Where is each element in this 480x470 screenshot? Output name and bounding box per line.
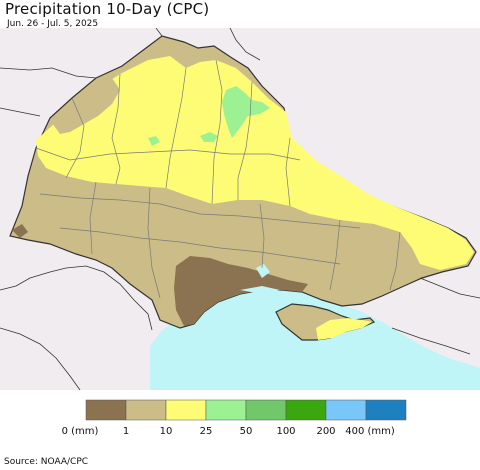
precip-0mm-zone <box>174 256 308 326</box>
precipitation-legend: 0 (mm) 1 10 25 50 100 200 400 (mm) <box>62 399 407 437</box>
legend-label: 200 <box>316 426 335 437</box>
neighbor-borders <box>0 28 480 390</box>
crimea-10mm-patch <box>316 318 372 340</box>
legend-swatch <box>125 399 167 421</box>
precipitation-map <box>0 28 480 390</box>
legend-label: 0 (mm) <box>62 426 99 437</box>
legend-label: 1 <box>123 426 129 437</box>
precip-25mm-patch-center <box>200 132 218 142</box>
legend-label: 400 (mm) <box>345 426 395 437</box>
legend-swatch <box>205 399 247 421</box>
precip-10mm-zone <box>36 56 474 270</box>
precip-25mm-patch-ne <box>222 86 270 138</box>
precip-25mm-patch-w <box>148 136 160 146</box>
map-date-range: Jun. 26 - Jul. 5, 2025 <box>7 19 99 29</box>
legend-swatches <box>85 399 407 421</box>
legend-swatch <box>165 399 207 421</box>
legend-swatch <box>85 399 127 421</box>
legend-swatch <box>325 399 367 421</box>
legend-labels: 0 (mm) 1 10 25 50 100 200 400 (mm) <box>62 426 395 437</box>
nw-dry-patch <box>50 78 120 134</box>
oblast-borders <box>35 59 401 299</box>
legend-swatch <box>285 399 327 421</box>
legend-swatch <box>365 399 407 421</box>
legend-label: 100 <box>276 426 295 437</box>
legend-label: 10 <box>160 426 173 437</box>
dnieper-estuary <box>240 286 280 294</box>
dnieper-reservoir <box>256 264 270 278</box>
precip-0mm-patch-west <box>12 224 28 238</box>
source-note: Source: NOAA/CPC <box>4 457 89 467</box>
legend-label: 50 <box>240 426 253 437</box>
map-title: Precipitation 10-Day (CPC) <box>5 0 210 18</box>
legend-swatch <box>245 399 287 421</box>
legend-label: 25 <box>200 426 213 437</box>
